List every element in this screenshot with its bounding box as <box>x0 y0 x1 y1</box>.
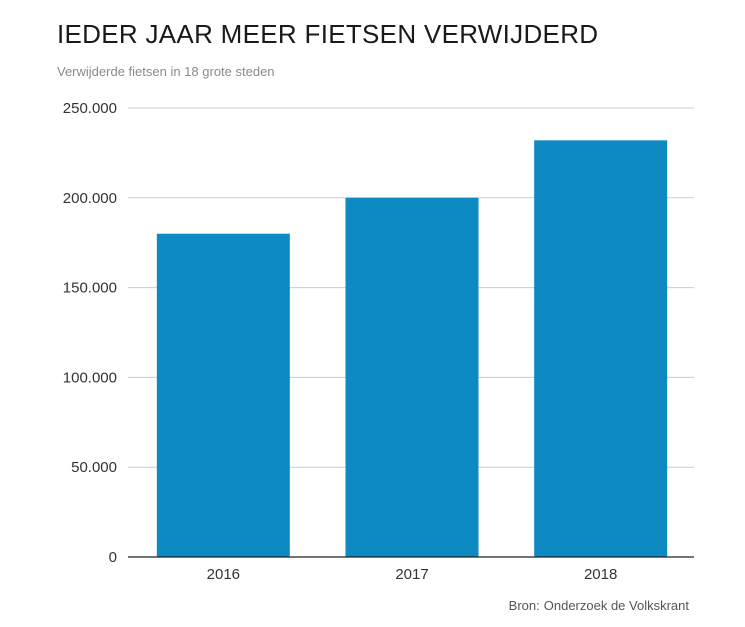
chart-subtitle: Verwijderde fietsen in 18 grote steden <box>57 64 275 79</box>
bar-2016 <box>156 233 290 557</box>
x-tick-label: 2017 <box>395 566 428 583</box>
y-axis-ticks: 0 50.000 100.000 150.000 200.000 250.000 <box>63 100 117 566</box>
bar-2017 <box>345 197 479 558</box>
x-axis-ticks: 2016 2017 2018 <box>207 566 618 583</box>
bar-2018 <box>534 140 668 557</box>
x-tick-label: 2016 <box>207 566 240 583</box>
source-note: Bron: Onderzoek de Volkskrant <box>509 598 693 613</box>
source-label: Bron: <box>508 598 540 613</box>
source-text: Onderzoek de Volkskrant <box>543 598 689 613</box>
y-tick-label: 150.000 <box>63 280 117 297</box>
y-tick-label: 200.000 <box>63 190 117 207</box>
x-tick-label: 2018 <box>584 566 617 583</box>
y-tick-label: 100.000 <box>63 369 117 386</box>
bars <box>156 140 668 558</box>
chart-title: IEDER JAAR MEER FIETSEN VERWIJDERD <box>57 19 599 49</box>
y-tick-label: 250.000 <box>63 100 117 117</box>
y-tick-label: 0 <box>109 549 117 566</box>
y-tick-label: 50.000 <box>71 459 117 476</box>
